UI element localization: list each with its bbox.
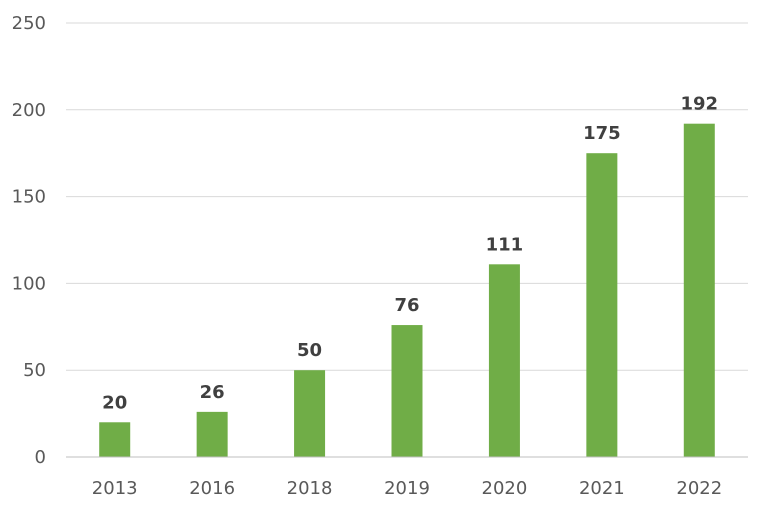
x-tick-label: 2020 (482, 478, 528, 499)
y-tick-label: 0 (35, 447, 46, 468)
y-tick-label: 150 (12, 187, 46, 208)
data-label: 20 (102, 392, 127, 413)
y-tick-label: 200 (12, 100, 46, 121)
x-tick-label: 2019 (384, 478, 430, 499)
data-label: 76 (394, 295, 419, 316)
bar (99, 422, 131, 457)
bars (99, 123, 715, 458)
bar (391, 325, 423, 457)
data-label: 111 (486, 234, 524, 255)
y-axis-tick-labels: 0 50 100 150 200 250 (12, 13, 46, 468)
data-label: 50 (297, 340, 322, 361)
x-tick-label: 2021 (579, 478, 625, 499)
bar (488, 264, 520, 457)
data-label: 175 (583, 123, 621, 144)
bar (294, 370, 326, 457)
bar (196, 411, 228, 457)
x-axis-tick-labels: 2013 2016 2018 2019 2020 2021 2022 (92, 478, 722, 499)
y-tick-label: 250 (12, 13, 46, 34)
data-labels: 20 26 50 76 111 175 192 (102, 94, 718, 414)
y-tick-label: 50 (23, 360, 46, 381)
x-tick-label: 2013 (92, 478, 138, 499)
x-tick-label: 2022 (676, 478, 722, 499)
gridlines (66, 22, 748, 371)
x-tick-label: 2018 (287, 478, 333, 499)
bar (586, 153, 618, 457)
data-label: 192 (680, 94, 718, 115)
bar (683, 123, 715, 458)
x-tick-label: 2016 (189, 478, 235, 499)
data-label: 26 (200, 382, 225, 403)
y-tick-label: 100 (12, 273, 46, 294)
